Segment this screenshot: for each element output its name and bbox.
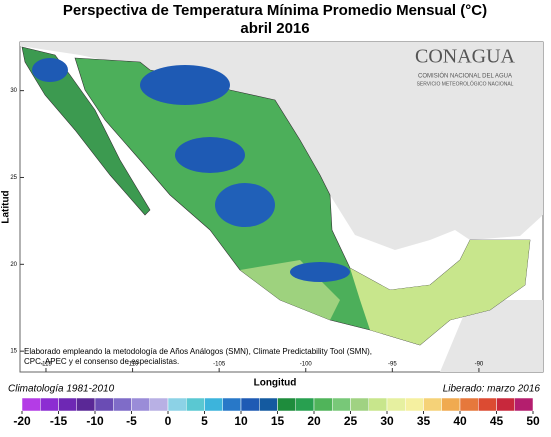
x-tick-label: -110 <box>127 362 139 368</box>
y-tick-label: 15 <box>10 349 17 355</box>
footer-right: Liberado: marzo 2016 <box>443 384 541 395</box>
x-tick-label: -115 <box>40 362 52 368</box>
legend-swatch <box>40 397 59 412</box>
central-america <box>440 300 543 372</box>
us-land <box>20 42 543 250</box>
logo-line: COMISIÓN NACIONAL DEL AGUA <box>418 73 512 80</box>
legend-swatch <box>277 397 296 412</box>
legend-label: 20 <box>307 414 321 428</box>
legend-swatch <box>58 397 77 412</box>
legend-swatch <box>441 397 461 412</box>
legend-swatch <box>76 397 96 412</box>
legend-swatch <box>405 397 424 412</box>
legend-label: 5 <box>201 414 208 428</box>
subtitle: abril 2016 <box>240 20 309 37</box>
legend-swatch <box>240 397 260 412</box>
legend-label: -10 <box>86 414 104 428</box>
legend-label: 40 <box>453 414 467 428</box>
logo-name: CONAGUA <box>415 46 516 68</box>
map: CONAGUA COMISIÓN NACIONAL DEL AGUA SERVI… <box>19 41 544 373</box>
legend-swatch <box>496 397 515 412</box>
note: Elaborado empleando la metodología de Añ… <box>24 347 372 356</box>
logo-line: SERVICIO METEOROLÓGICO NACIONAL <box>417 80 514 87</box>
legend-swatch <box>423 397 442 412</box>
legend-label: 0 <box>165 414 172 428</box>
legend-swatch <box>222 397 242 412</box>
legend-swatch <box>186 397 205 412</box>
legend-swatch <box>131 397 150 412</box>
cold-zone <box>140 65 230 105</box>
legend-swatch <box>21 397 41 412</box>
legend-swatch <box>295 397 315 412</box>
legend-label: 25 <box>344 414 358 428</box>
y-tick-label: 30 <box>10 88 17 94</box>
x-tick-label: -95 <box>388 362 397 368</box>
x-axis-label: Longitud <box>254 378 297 389</box>
legend-label: 45 <box>490 414 504 428</box>
cold-zone <box>290 262 350 282</box>
south-region <box>350 240 530 345</box>
legend-swatch <box>167 397 187 412</box>
legend-swatch <box>332 397 351 412</box>
legend-label: 15 <box>271 414 285 428</box>
cold-zone <box>32 58 68 82</box>
legend-swatch <box>259 397 278 412</box>
note: CPC, APEC y el consenso de especialistas… <box>24 357 179 366</box>
legend-swatch <box>204 397 223 412</box>
y-axis-label: Latitud <box>1 190 12 223</box>
legend-label: -5 <box>126 414 137 428</box>
cold-zone <box>215 183 275 227</box>
x-tick-label: -90 <box>475 362 484 368</box>
legend-swatch <box>313 397 333 412</box>
legend-label: -15 <box>50 414 68 428</box>
legend-label: 30 <box>380 414 394 428</box>
x-tick-label: -100 <box>300 362 313 368</box>
legend-swatch <box>113 397 132 412</box>
x-tick-label: -105 <box>213 362 226 368</box>
legend-swatch <box>368 397 388 412</box>
legend-swatch <box>149 397 169 412</box>
legend-swatch <box>514 397 534 412</box>
legend-swatch <box>386 397 406 412</box>
cold-zone <box>175 137 245 173</box>
legend-swatch <box>94 397 114 412</box>
legend-swatch <box>459 397 479 412</box>
legend-swatch <box>350 397 369 412</box>
title: Perspectiva de Temperatura Mínima Promed… <box>63 2 487 19</box>
legend-label: -20 <box>13 414 31 428</box>
legend-label: 50 <box>526 414 540 428</box>
footer-left: Climatología 1981-2010 <box>8 384 115 395</box>
legend-label: 35 <box>417 414 431 428</box>
y-tick-label: 25 <box>10 175 17 181</box>
legend-swatch <box>478 397 497 412</box>
legend-label: 10 <box>234 414 248 428</box>
y-tick-label: 20 <box>10 262 17 268</box>
